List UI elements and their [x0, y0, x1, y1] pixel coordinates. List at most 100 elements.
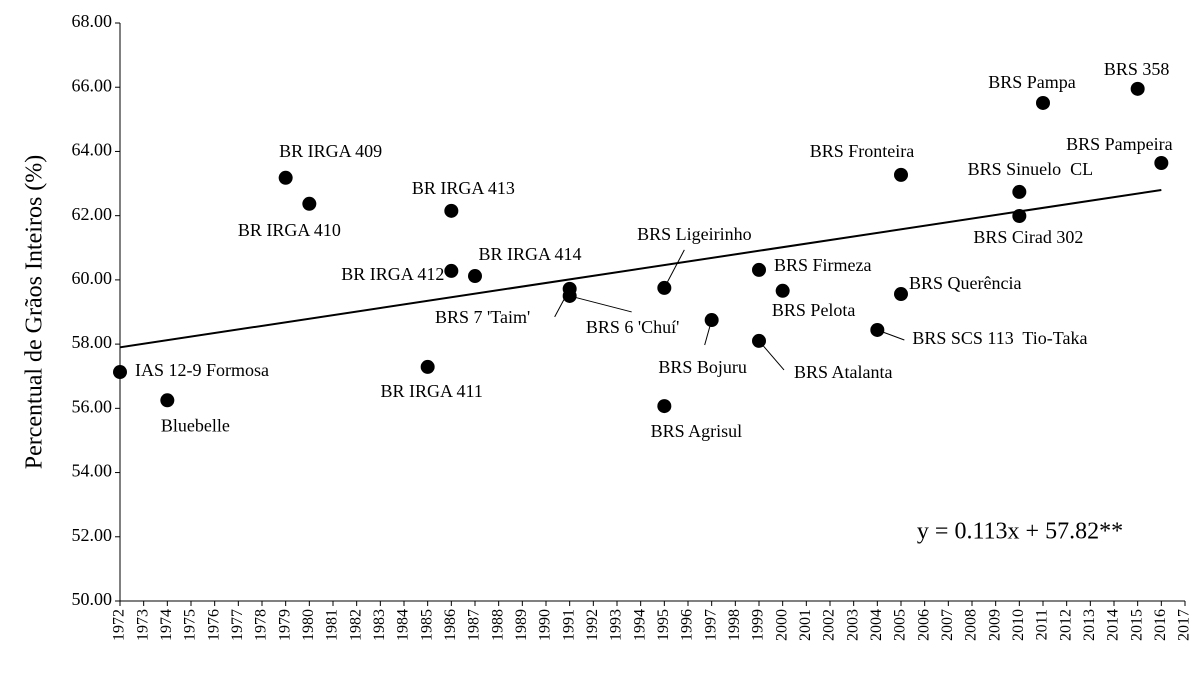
x-tick-label: 1981: [324, 609, 341, 641]
point-label: BRS Pampeira: [1066, 134, 1173, 154]
point-label: BR IRGA 414: [478, 244, 581, 264]
point-label: BR IRGA 413: [412, 178, 515, 198]
x-tick-label: 1988: [489, 609, 506, 641]
x-tick-label: 1982: [347, 609, 364, 641]
trendline: [119, 188, 1162, 349]
leader-line: [569, 295, 632, 313]
x-tick-label: 1983: [371, 609, 388, 641]
point-label: BR IRGA 410: [238, 220, 341, 240]
x-tick-label: 2003: [844, 609, 861, 641]
x-tick-label: 1974: [158, 609, 175, 641]
x-tick-label: 1977: [229, 609, 246, 641]
point-label: BRS 6 'Chuí': [586, 317, 680, 337]
point-label: BRS Cirad 302: [973, 227, 1083, 247]
x-tick-label: 1990: [537, 609, 554, 641]
point-label: BRS Agrisul: [651, 421, 743, 441]
x-tick-label: 2001: [797, 609, 814, 641]
point: [752, 262, 766, 277]
point: [894, 167, 908, 182]
y-tick-label: 52.00: [72, 525, 113, 545]
point-label: BRS Ligeirinho: [637, 224, 752, 244]
y-tick-label: 66.00: [72, 75, 113, 95]
point-label: BR IRGA 411: [380, 381, 482, 401]
y-tick-label: 60.00: [72, 268, 113, 288]
x-tick-label: 1978: [253, 609, 270, 641]
point-label: BRS Sinuelo CL: [968, 159, 1094, 179]
x-tick-label: 2009: [986, 609, 1003, 641]
x-tick-label: 1972: [111, 609, 128, 641]
x-tick-label: 1993: [608, 609, 625, 641]
point: [1012, 184, 1027, 199]
point-label: BRS Atalanta: [794, 362, 893, 382]
point-label: BRS Pelota: [772, 300, 856, 320]
point: [870, 322, 885, 337]
point: [752, 333, 766, 348]
y-tick-label: 54.00: [72, 461, 113, 481]
x-tick-label: 1979: [276, 609, 293, 641]
x-tick-label: 1995: [655, 609, 672, 641]
x-tick-label: 1999: [750, 609, 767, 641]
point-label: BRS 7 'Taim': [435, 307, 530, 327]
x-tick-label: 1985: [418, 609, 435, 641]
x-tick-label: 2008: [963, 609, 980, 641]
point: [160, 393, 175, 408]
point: [444, 203, 459, 218]
x-tick-label: 1984: [395, 609, 412, 641]
x-tick-label: 1989: [513, 609, 530, 641]
point: [657, 280, 672, 295]
y-tick-label: 50.00: [72, 589, 113, 609]
x-tick-label: 1986: [442, 609, 459, 641]
y-tick-label: 62.00: [72, 204, 113, 224]
x-tick-label: 2010: [1010, 609, 1027, 641]
x-tick-label: 1980: [300, 609, 317, 641]
point: [1130, 81, 1145, 96]
point-label: BRS Firmeza: [774, 255, 872, 275]
x-tick-label: 2013: [1081, 609, 1098, 641]
x-tick-label: 1973: [134, 609, 151, 641]
x-tick-label: 1976: [205, 609, 222, 641]
x-tick-label: 1991: [560, 609, 577, 641]
point: [468, 269, 482, 284]
point: [775, 283, 790, 298]
point-label: BR IRGA 409: [279, 141, 382, 161]
point-label: IAS 12-9 Formosa: [135, 360, 269, 380]
point: [420, 359, 435, 374]
point: [894, 287, 908, 302]
point: [113, 365, 127, 380]
x-tick-label: 2007: [939, 609, 956, 641]
x-tick-label: 2000: [773, 609, 790, 641]
point: [278, 170, 293, 185]
point-label: Bluebelle: [161, 415, 230, 435]
y-axis-title: Percentual de Grãos Inteiros (%): [22, 155, 48, 470]
y-tick-label: 64.00: [72, 140, 113, 160]
x-tick-label: 1994: [631, 609, 648, 641]
x-tick-label: 2016: [1152, 609, 1169, 641]
x-tick-label: 2017: [1176, 609, 1193, 641]
point: [1154, 156, 1169, 171]
x-tick-label: 1992: [584, 609, 601, 641]
point-label: BR IRGA 412: [341, 264, 444, 284]
point: [444, 263, 459, 278]
point-label: BRS 358: [1104, 59, 1170, 79]
x-tick-label: 2011: [1034, 609, 1051, 640]
y-tick-label: 68.00: [72, 11, 113, 31]
x-tick-label: 1996: [679, 609, 696, 641]
point: [1036, 95, 1050, 110]
x-tick-label: 1975: [182, 609, 199, 641]
point: [1012, 208, 1027, 223]
y-tick-label: 56.00: [72, 396, 113, 416]
y-tick-label: 58.00: [72, 332, 113, 352]
leader-line: [663, 249, 685, 289]
point-label: BRS Pampa: [988, 72, 1076, 92]
x-tick-label: 1987: [466, 609, 483, 641]
point-label: BRS Querência: [909, 273, 1021, 293]
x-tick-label: 2014: [1105, 609, 1122, 641]
point: [562, 288, 577, 303]
point: [302, 196, 317, 211]
point-label: BRS Bojuru: [658, 357, 747, 377]
x-tick-label: 2015: [1128, 609, 1145, 641]
x-tick-label: 1997: [702, 609, 719, 641]
x-tick-label: 2004: [868, 609, 885, 641]
x-tick-label: 2012: [1057, 609, 1074, 641]
